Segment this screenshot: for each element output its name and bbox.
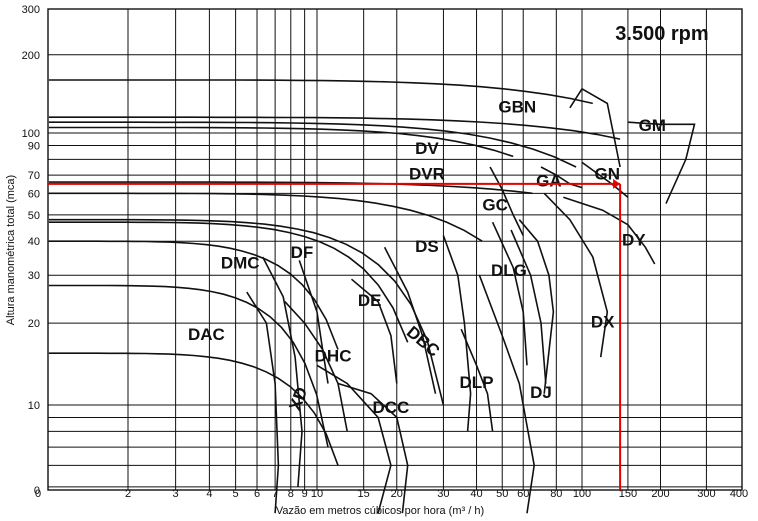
region-label-dbc: DBC [403,322,443,360]
region-label-dvr: DVR [409,165,445,184]
x-tick-label: 100 [573,488,591,500]
region-label-dmc: DMC [221,253,260,272]
curve-dlp [460,328,494,432]
x-tick-label: 200 [651,488,669,500]
curve-dcc-right [337,382,409,514]
x-tick-label: 10 [311,488,323,500]
region-label-xd: XD [285,385,311,414]
y-tick-label: 40 [28,236,40,248]
y-tick-label: 30 [28,270,40,282]
tick-labels: 0 2 3 4 5 6 7 8 9 10 15 20 30 40 50 60 80 100 150 200 300 400… [22,4,749,500]
curve-df-edge [298,260,329,384]
curve-dx [543,192,609,358]
y-axis-title: Altura manométrica total (mca) [5,175,17,325]
y-tick-label: 200 [22,50,40,62]
curve-dvr [48,192,483,242]
y-tick-label: 60 [28,188,40,200]
y-tick-label: 90 [28,140,40,152]
region-label-dv: DV [415,139,439,158]
curve-xd [261,256,303,487]
region-label-dy: DY [622,231,646,250]
x-tick-label: 3 [173,488,179,500]
x-tick-label: 7 [272,488,278,500]
curve-ga [48,121,577,168]
plot-frame [47,8,743,491]
x-tick-label: 300 [697,488,715,500]
x-tick-label: 400 [730,488,748,500]
y-tick-label: 100 [22,128,40,140]
region-label-de: DE [358,291,382,310]
region-label-dlp: DLP [460,373,494,392]
curve-dhc [284,301,348,432]
y-tick-label: 20 [28,318,40,330]
region-label-dhc: DHC [315,347,352,366]
curve-ga-lower [540,166,583,189]
region-label-dac: DAC [188,325,225,344]
curve-dbc [383,246,437,394]
pump-curves [48,79,696,514]
curve-de [48,221,409,343]
y-tick-label: 50 [28,210,40,222]
curve-dac-edge [246,291,280,514]
x-tick-label: 80 [550,488,562,500]
curve-de-edge [350,278,398,384]
region-label-df: DF [291,243,314,262]
x-tick-label: 5 [233,488,239,500]
y-tick-label: 70 [28,170,40,182]
curve-dlp-right [478,274,536,514]
x-tick-label: 0 [35,488,41,500]
region-label-gm: GM [639,116,666,135]
x-axis-title: Vazão em metros cúbicos por hora (m³ / h… [276,505,484,517]
x-tick-label: 15 [358,488,370,500]
x-tick-label: 30 [437,488,449,500]
x-tick-label: 150 [619,488,637,500]
curve-dv [48,126,514,158]
curve-dac [48,352,339,466]
y-tick-label: 0 [34,485,40,497]
operating-point [48,178,622,490]
x-tick-label: 40 [470,488,482,500]
x-tick-label: 6 [254,488,260,500]
x-tick-label: 2 [125,488,131,500]
operating-point-marker [613,178,621,189]
region-label-gbn: GBN [498,97,536,116]
x-tick-label: 50 [496,488,508,500]
region-label-gn: GN [595,165,621,184]
x-tick-label: 4 [206,488,212,500]
curve-gbn-edge [569,87,621,168]
curve-dj [518,219,555,394]
curve-ds [48,218,445,406]
curve-ds-edge [442,235,472,432]
curve-dmc [48,284,329,448]
curve-dlg-right [510,229,547,384]
region-label-dj: DJ [530,383,552,402]
curve-dcc-left [316,364,392,514]
curve-gn [48,116,621,140]
x-tick-label: 20 [391,488,403,500]
curve-gc-edge [489,166,524,236]
x-tick-label: 60 [517,488,529,500]
curve-df [48,240,339,350]
chart-title: 3.500 rpm [615,23,708,45]
x-tick-label: 8 [288,488,294,500]
y-tick-label: 10 [28,400,40,412]
curve-dlg-left [491,221,528,366]
region-label-dcc: DCC [372,398,409,417]
region-label-gc: GC [482,195,508,214]
curve-dy [563,196,656,265]
region-label-ds: DS [415,237,439,256]
region-label-dlg: DLG [491,261,527,280]
curve-gm [627,121,696,204]
region-label-dx: DX [591,313,615,332]
x-tick-label: 9 [302,488,308,500]
curve-gc [48,181,533,195]
curve-gbn [48,79,593,105]
y-tick-label: 300 [22,4,40,16]
region-label-ga: GA [536,172,562,191]
